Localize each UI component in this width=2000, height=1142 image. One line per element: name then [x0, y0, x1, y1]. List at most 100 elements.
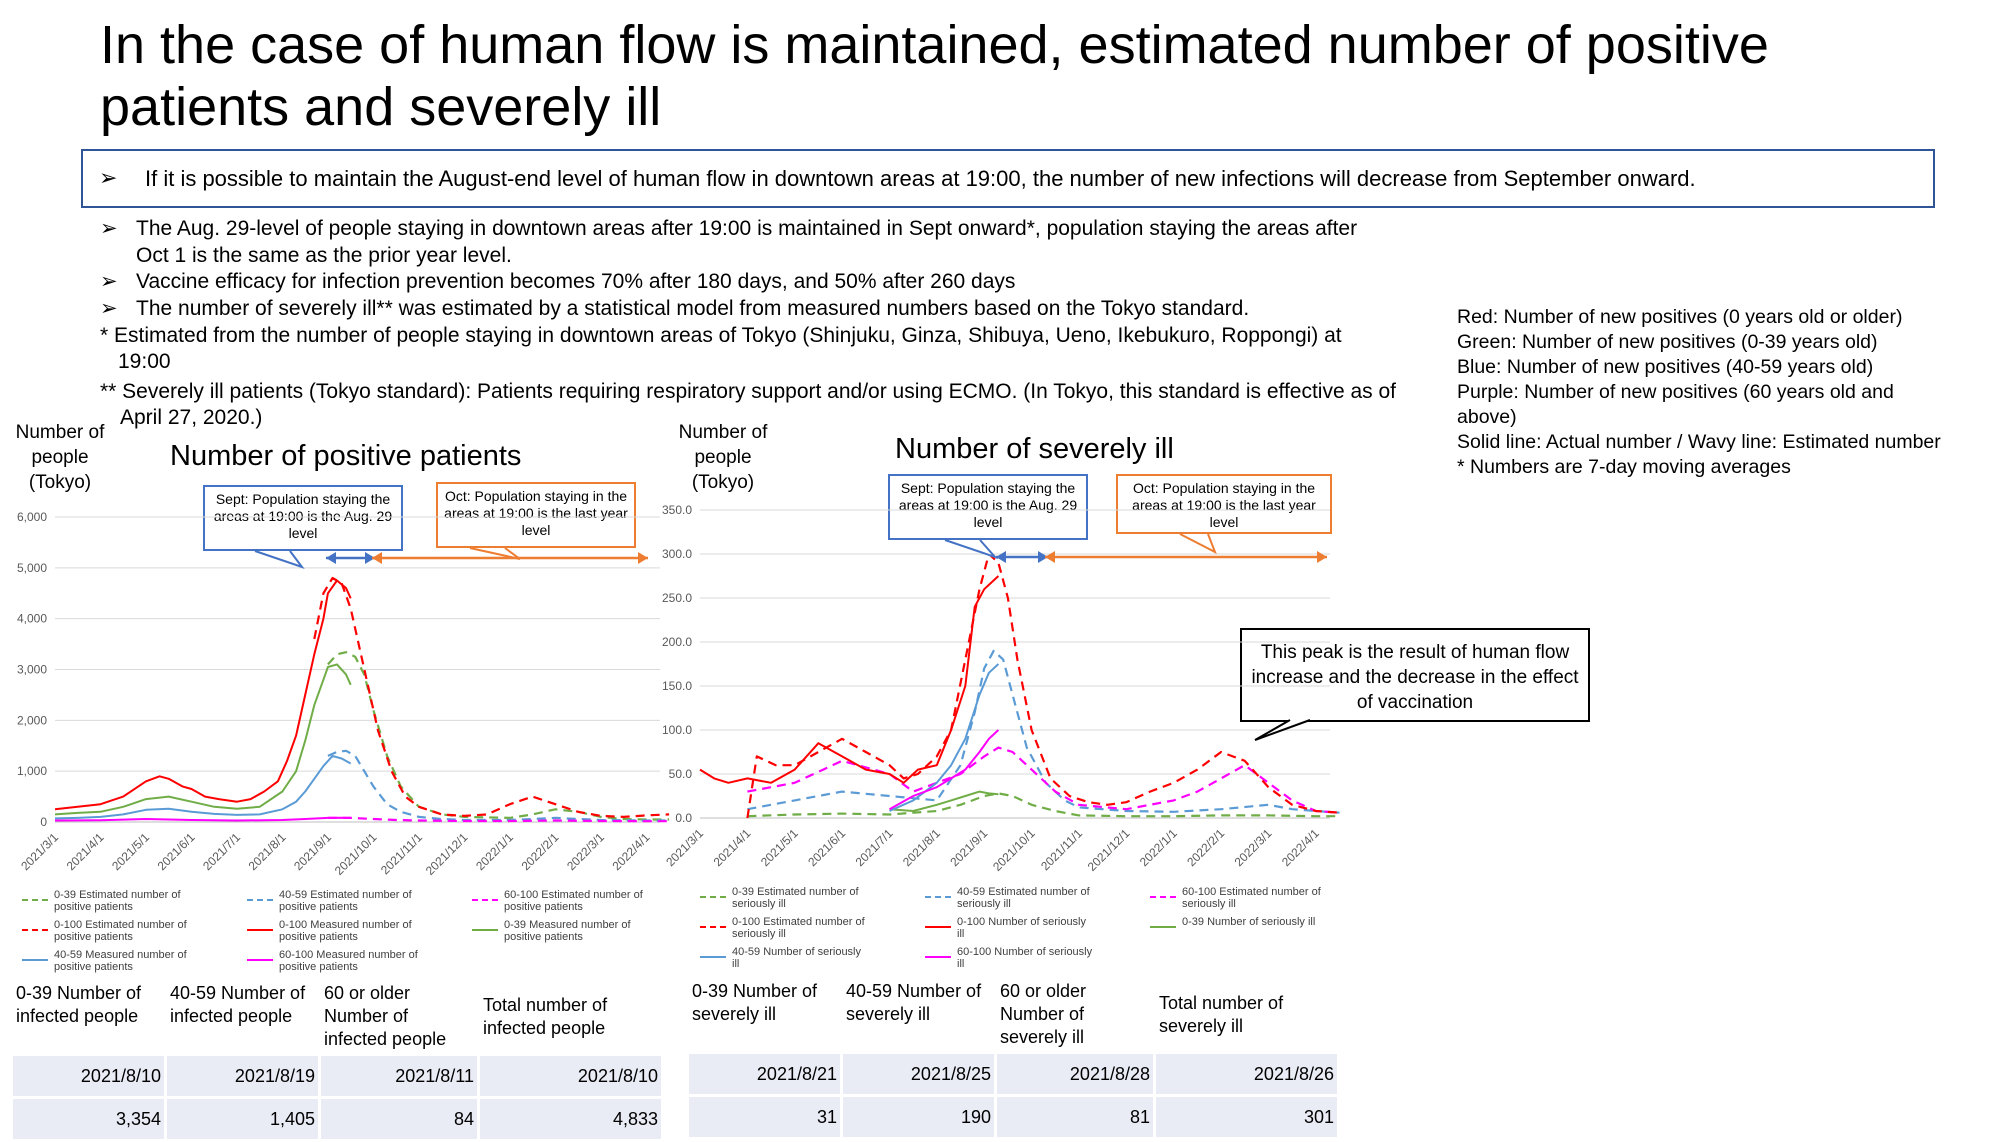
legend-label-line: positive patients — [504, 931, 583, 943]
legend-label-line: ill — [957, 928, 964, 940]
oct-period-arrow — [1045, 551, 1327, 563]
y-tick-label: 0.0 — [675, 811, 692, 825]
arrow-bullet-icon: ➢ — [100, 297, 118, 320]
table-cell: 1,405 — [167, 1099, 318, 1139]
x-tick-label: 2022/3/1 — [1232, 826, 1275, 869]
legend-label: 60-100 Estimated number of seriously ill — [1182, 886, 1322, 910]
left-chart-ylabel: Number of people (Tokyo) — [15, 422, 105, 493]
series-line — [746, 552, 1340, 819]
y-tick-label: 2,000 — [17, 713, 47, 727]
y-tick-label: 5,000 — [17, 561, 47, 575]
legend-note: * Numbers are 7-day moving averages — [1457, 456, 1791, 478]
sept-callout-left: Sept: Population staying the areas at 19… — [203, 485, 403, 551]
legend-label-line: ill — [957, 958, 964, 970]
legend-label: 0-100 Estimated number of positive patien… — [54, 919, 188, 943]
x-tick-label: 2021/12/1 — [1085, 826, 1133, 874]
y-tick-label: 4,000 — [17, 612, 47, 626]
x-tick-label: 2021/5/1 — [758, 826, 801, 869]
x-tick-label: 2021/8/1 — [246, 830, 289, 873]
legend-note: Solid line: Actual number / Wavy line: E… — [1457, 431, 1941, 453]
legend-label-line: positive patients — [504, 901, 583, 913]
bullet-3: ➢ The number of severely ill** was estima… — [100, 295, 1400, 322]
arrow-head-right — [638, 552, 648, 564]
table-cell: 190 — [843, 1097, 994, 1137]
series-line — [54, 754, 352, 820]
peak-callout: This peak is the result of human flow in… — [1240, 628, 1590, 722]
y-tick-label: 200.0 — [662, 635, 692, 649]
x-tick-label: 2021/4/1 — [64, 830, 107, 873]
table-cell: 2021/8/28 — [997, 1054, 1153, 1094]
series-line — [747, 792, 1340, 818]
y-tick-label: 100.0 — [662, 723, 692, 737]
arrow-head-left — [996, 551, 1006, 563]
bullet-2: ➢ Vaccine efficacy for infection preventi… — [100, 268, 1400, 295]
bullet-text: The Aug. 29-level of people staying in d… — [136, 217, 1358, 267]
legend-label-line: seriously ill — [957, 898, 1011, 910]
arrow-bullet-icon: ➢ — [100, 270, 118, 293]
x-tick-label: 2021/11/1 — [378, 830, 425, 877]
y-tick-label: 300.0 — [662, 547, 692, 561]
table-cell: 31 — [689, 1097, 840, 1137]
arrow-head-left — [326, 552, 336, 564]
legend-label: 60-100 Number of seriously ill — [957, 946, 1093, 970]
table-cell: 2021/8/26 — [1156, 1054, 1337, 1094]
y-tick-label: 3,000 — [17, 663, 47, 677]
y-tick-label: 6,000 — [17, 510, 47, 524]
table-cell: 3,354 — [13, 1099, 164, 1139]
legend-label-line: 0-100 Measured number of — [279, 919, 413, 931]
right-chart-ylabel: Number of people (Tokyo) — [678, 422, 768, 493]
legend-label: 0-39 Estimated number of seriously ill — [732, 886, 860, 910]
legend-label-line: positive patients — [279, 931, 358, 943]
legend-label-line: seriously ill — [1182, 898, 1236, 910]
color-legend-notes: Red: Number of new positives (0 years ol… — [1457, 305, 1997, 480]
legend-label-line: positive patients — [279, 961, 358, 973]
table-header: Total number of severely ill — [1156, 978, 1337, 1051]
table-cell: 2021/8/10 — [13, 1056, 164, 1096]
x-tick-label: 2021/6/1 — [155, 830, 198, 873]
legend-note: Purple: Number of new positives (60 year… — [1457, 381, 1894, 428]
series-line — [327, 749, 670, 822]
table-cell: 84 — [321, 1099, 477, 1139]
legend-label-line: 60-100 Number of seriously — [957, 946, 1093, 958]
series-line — [747, 649, 1340, 814]
table-header-row: 0-39 Number of severely ill 40-59 Number… — [689, 978, 1337, 1051]
legend-label: 40-59 Estimated number of positive patien… — [279, 889, 413, 913]
legend-label: 0-39 Number of seriously ill — [1182, 916, 1315, 928]
legend-label-line: positive patients — [279, 901, 358, 913]
footnote-2: ** Severely ill patients (Tokyo standard… — [100, 380, 1397, 429]
arrow-head-right — [1038, 551, 1048, 563]
legend-label-line: seriously ill — [732, 928, 786, 940]
legend-label: 40-59 Estimated number of seriously ill — [957, 886, 1091, 910]
legend-label: 40-59 Number of seriously ill — [732, 946, 862, 970]
legend-label: 60-100 Measured number of positive patien… — [279, 949, 419, 973]
oct-callout-right: Oct: Population staying in the areas at … — [1116, 474, 1332, 534]
x-tick-label: 2022/1/1 — [473, 830, 516, 873]
legend-label: 60-100 Estimated number of positive patie… — [504, 889, 644, 913]
y-tick-label: 150.0 — [662, 679, 692, 693]
legend-label-line: 0-100 Estimated number of — [732, 916, 866, 928]
footnote-1: * Estimated from the number of people st… — [100, 324, 1342, 373]
series-line — [54, 663, 352, 816]
table-cell: 2021/8/21 — [689, 1054, 840, 1094]
right-chart-legend: 0-39 Estimated number of seriously ill 40-… — [700, 886, 1322, 970]
x-tick-label: 2022/2/1 — [519, 830, 562, 873]
series-line — [889, 729, 1000, 811]
x-tick-label: 2022/4/1 — [1279, 826, 1322, 869]
legend-label-line: 0-100 Number of seriously — [957, 916, 1087, 928]
legend-label-line: positive patients — [54, 931, 133, 943]
series-line — [889, 663, 1000, 812]
x-tick-label: 2022/4/1 — [610, 830, 653, 873]
left-chart-legend: 0-39 Estimated number of positive patient… — [22, 889, 644, 973]
series-line — [327, 816, 670, 823]
y-tick-label: 250.0 — [662, 591, 692, 605]
peak-callout-tail — [1254, 719, 1311, 741]
legend-label: 0-39 Measured number of positive patients — [504, 919, 632, 943]
y-tick-label: 1,000 — [17, 764, 47, 778]
x-tick-label: 2021/10/1 — [332, 830, 380, 878]
series-line — [327, 651, 670, 821]
table-cell: 4,833 — [480, 1099, 661, 1139]
table-cell: 2021/8/11 — [321, 1056, 477, 1096]
table-header-row: 0-39 Number of infected people 40-59 Num… — [13, 980, 661, 1053]
x-tick-label: 2021/10/1 — [990, 826, 1038, 874]
